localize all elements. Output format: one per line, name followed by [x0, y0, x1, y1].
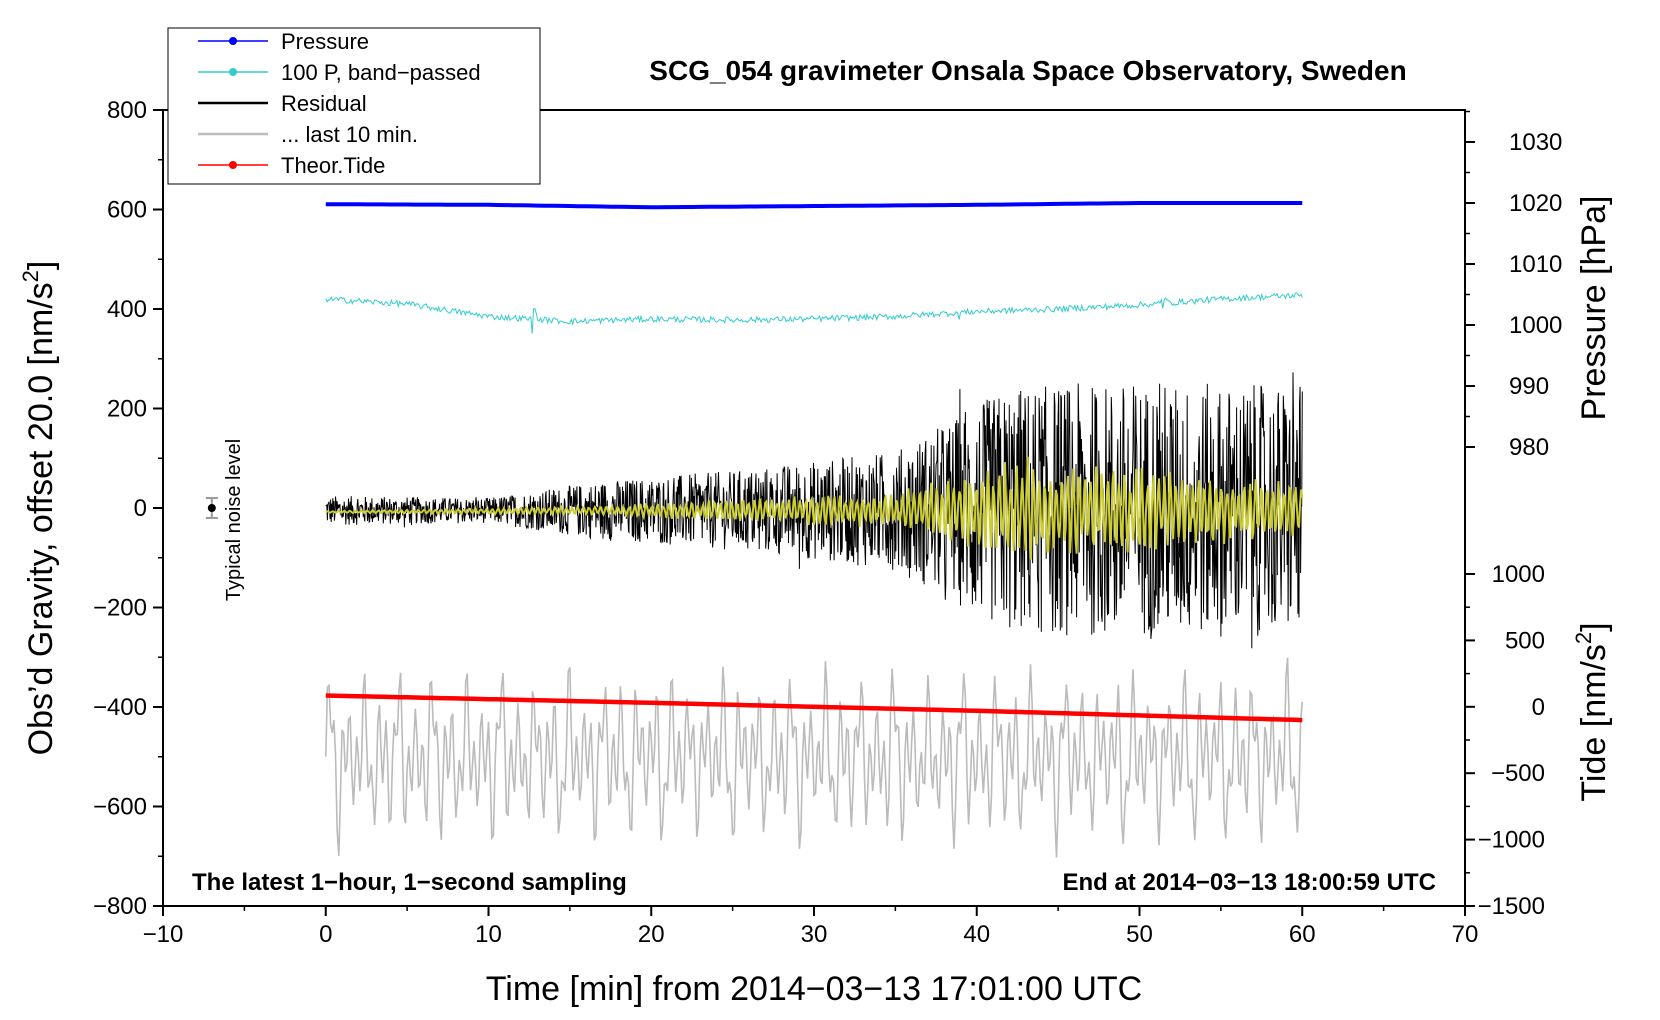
series-theor-tide-line: [325, 693, 1303, 723]
tide-axis-title-text: Tide [nm/s: [1575, 644, 1613, 801]
pressure-tick-label: 1010: [1509, 251, 1562, 278]
tide-tick-label: −500: [1491, 760, 1545, 787]
noise-label: Typical noise level: [223, 439, 245, 601]
tide-axis-title-sup: 2: [1571, 632, 1596, 644]
y-tick-label: 600: [107, 197, 147, 224]
y-axis-left-title-close: ]: [22, 261, 60, 270]
series-pressure-line: [325, 201, 1303, 210]
x-tick-label: 70: [1452, 921, 1479, 948]
legend-label: Residual: [281, 91, 367, 116]
x-tick-label: 10: [475, 921, 502, 948]
legend-label: 100 P, band−passed: [281, 60, 481, 85]
legend-marker: [229, 37, 237, 45]
chart-title: SCG_054 gravimeter Onsala Space Observat…: [649, 55, 1406, 86]
x-tick-label: 40: [963, 921, 990, 948]
tide-axis-title: Tide [nm/s2]: [1571, 622, 1613, 801]
y-tick-label: 200: [107, 396, 147, 423]
tide-tick-label: 0: [1532, 694, 1545, 721]
x-tick-label: −10: [143, 921, 184, 948]
pressure-axis-title: Pressure [hPa]: [1575, 196, 1613, 421]
legend-label: ... last 10 min.: [281, 122, 418, 147]
x-axis-title: Time [min] from 2014−03−13 17:01:00 UTC: [486, 970, 1142, 1008]
pressure-tick-label: 1000: [1509, 312, 1562, 339]
pressure-tick-label: 1020: [1509, 190, 1562, 217]
pressure-tick-label: 980: [1509, 434, 1549, 461]
series-layer: [325, 201, 1304, 858]
legend-box: [167, 27, 541, 185]
legend-label: Pressure: [281, 29, 369, 54]
pressure-tick-label: 990: [1509, 373, 1549, 400]
tide-tick-label: 500: [1505, 627, 1545, 654]
pressure-tick-label: 1030: [1509, 129, 1562, 156]
x-tick-label: 20: [638, 921, 665, 948]
y-tick-label: 800: [107, 97, 147, 124]
y-axis-left-title-text: Obs’d Gravity, offset 20.0 [nm/s: [22, 282, 60, 755]
series-last-10-min-line: [325, 657, 1304, 858]
legend: Pressure 100 P, band−passed Residual ... la…: [167, 27, 541, 185]
y-tick-label: 400: [107, 296, 147, 323]
y-axis-left: 800 600 400 200 0 −200 −400 −600 −800: [93, 97, 163, 920]
note-latest-hour: The latest 1−hour, 1−second sampling: [192, 869, 627, 896]
series-residual-line: [325, 372, 1303, 649]
x-tick-label: 30: [801, 921, 828, 948]
series-residual-filtered-line: [325, 456, 1304, 560]
x-axis: −10 0 10 20 30 40 50 60 70: [143, 906, 1479, 948]
legend-marker: [229, 68, 237, 76]
legend-label: Theor.Tide: [281, 153, 385, 178]
tide-tick-label: −1500: [1478, 893, 1545, 920]
y-tick-label: −800: [93, 893, 147, 920]
noise-marker: [205, 497, 218, 519]
tide-tick-label: 1000: [1492, 561, 1545, 588]
noise-point: [207, 504, 216, 512]
y-tick-label: 0: [134, 495, 147, 522]
y-axis-left-title: Obs’d Gravity, offset 20.0 [nm/s2]: [18, 261, 60, 756]
series-band-passed-line: [325, 292, 1303, 334]
y-axis-pressure: 1030 1020 1010 1000 990 980: [1465, 110, 1562, 461]
y-axis-tide: 1000 500 0 −500 −1000 −1500: [1465, 561, 1545, 920]
y-tick-label: −400: [93, 694, 147, 721]
x-tick-label: 0: [319, 921, 332, 948]
x-tick-label: 50: [1126, 921, 1153, 948]
y-tick-label: −200: [93, 595, 147, 622]
y-tick-label: −600: [93, 794, 147, 821]
x-tick-label: 60: [1289, 921, 1316, 948]
note-end-time: End at 2014−03−13 18:00:59 UTC: [1062, 869, 1436, 896]
tide-tick-label: −1000: [1478, 827, 1545, 854]
tide-axis-title-close: ]: [1575, 622, 1613, 631]
y-axis-left-title-sup: 2: [18, 270, 43, 282]
legend-marker: [229, 161, 237, 169]
